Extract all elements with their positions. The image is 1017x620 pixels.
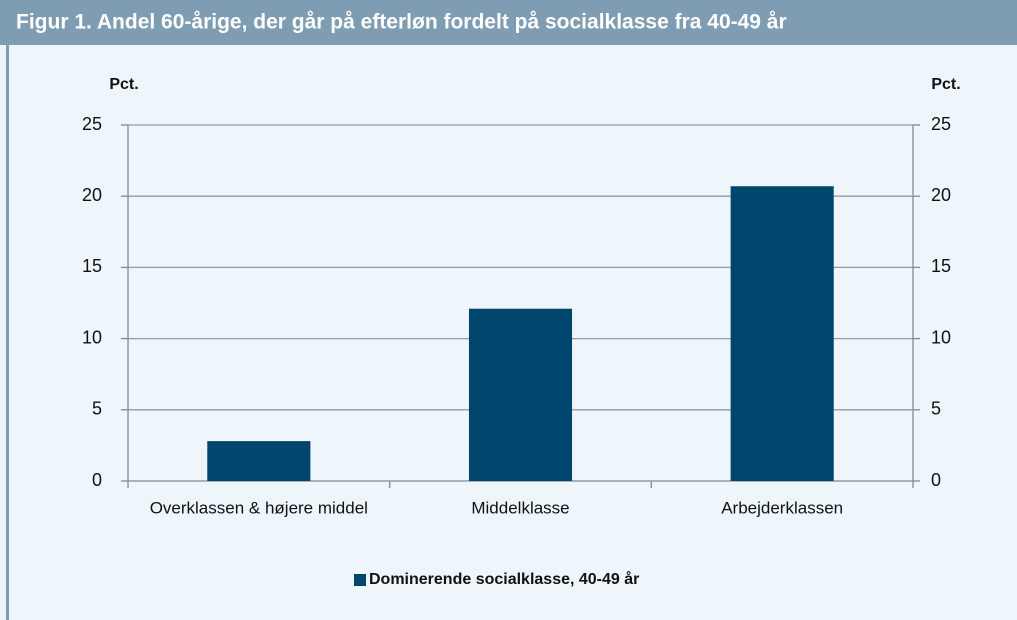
y2-tick-label: 0 xyxy=(931,470,941,490)
chart-title: Figur 1. Andel 60-årige, der går på efte… xyxy=(16,11,787,34)
legend-swatch xyxy=(354,574,366,586)
y2-axis-label: Pct. xyxy=(931,76,960,93)
y-tick-label: 25 xyxy=(82,114,102,134)
y2-tick-label: 5 xyxy=(931,399,941,419)
x-tick-label: Arbejderklassen xyxy=(721,498,843,517)
x-tick-label: Overklassen & højere middel xyxy=(150,498,368,517)
y-tick-label: 15 xyxy=(82,256,102,276)
y-tick-label: 20 xyxy=(82,185,102,205)
left-border xyxy=(6,45,9,620)
y-tick-label: 0 xyxy=(92,470,102,490)
title-bar xyxy=(0,0,1017,45)
y2-tick-label: 20 xyxy=(931,185,951,205)
bar xyxy=(730,186,834,481)
y2-tick-label: 25 xyxy=(931,114,951,134)
y-axis-label: Pct. xyxy=(109,76,138,93)
y2-tick-label: 10 xyxy=(931,327,951,347)
y-tick-label: 5 xyxy=(92,399,102,419)
bar xyxy=(468,308,573,481)
legend-label: Dominerende socialklasse, 40-49 år xyxy=(369,570,639,588)
x-tick-label: Middelklasse xyxy=(471,498,569,517)
y-tick-label: 10 xyxy=(82,327,102,347)
y2-tick-label: 15 xyxy=(931,256,951,276)
bar xyxy=(207,441,311,481)
